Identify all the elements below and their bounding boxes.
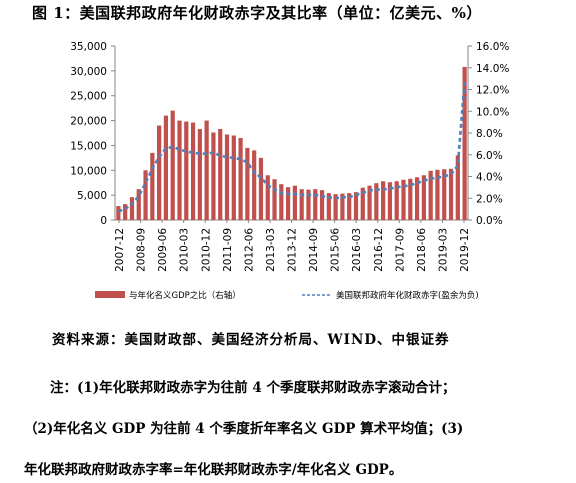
bar xyxy=(455,155,460,220)
bar xyxy=(170,110,175,220)
chart: 0 5,000 10,000 15,000 20,000 25,000 30,000 35,0… xyxy=(70,41,509,301)
x-tick-label: 2019-12 xyxy=(459,228,471,272)
legend-line-label: 美国联邦政府年化财政赤字(盈余为负) xyxy=(336,290,479,301)
bar xyxy=(340,193,345,220)
x-tick-label: 2016-03 xyxy=(351,228,363,272)
bar xyxy=(116,206,121,220)
x-tick-label: 2017-09 xyxy=(394,228,406,272)
bar xyxy=(326,193,331,220)
bar xyxy=(387,182,393,220)
bar xyxy=(184,121,189,220)
bar xyxy=(258,157,264,220)
right-tick-label: 10.0% xyxy=(476,106,509,118)
bar xyxy=(265,175,270,220)
bar xyxy=(306,189,311,220)
bar xyxy=(123,204,128,220)
note-line-2: （2)年化名义 GDP 为往前 4 个季度折年率名义 GDP 算术平均值；(3) xyxy=(24,421,464,437)
bar xyxy=(360,187,365,220)
bar xyxy=(435,169,440,220)
x-tick-label: 2013-03 xyxy=(265,228,277,272)
left-tick-label: 5,000 xyxy=(77,190,107,202)
bar xyxy=(231,135,236,220)
bar xyxy=(129,197,135,220)
bar xyxy=(157,125,162,220)
bar xyxy=(286,187,291,220)
bar xyxy=(197,129,202,220)
bar xyxy=(408,178,413,220)
bar xyxy=(299,189,304,220)
chart-title: 图 1：美国联邦政府年化财政赤字及其比率（单位：亿美元、%） xyxy=(32,4,482,22)
bar xyxy=(204,120,209,220)
right-tick-label: 14.0% xyxy=(476,63,509,75)
bar xyxy=(333,194,338,220)
bar xyxy=(367,185,372,220)
bar xyxy=(347,193,352,220)
x-tick-label: 2010-12 xyxy=(200,228,212,272)
bar xyxy=(150,152,155,220)
ratio-line xyxy=(117,80,466,213)
x-tick-label: 2012-06 xyxy=(243,228,255,272)
x-tick-label: 2013-12 xyxy=(287,228,299,272)
bar xyxy=(313,189,318,220)
bar xyxy=(448,168,454,220)
x-tick-label: 2019-03 xyxy=(437,228,449,272)
right-tick-label: 4.0% xyxy=(476,172,503,184)
x-tick-label: 2010-03 xyxy=(179,228,191,272)
note-line-1: 注：(1)年化联邦财政赤字为往前 4 个季度联邦财政赤字滚动合计； xyxy=(50,380,456,396)
bar xyxy=(252,150,257,220)
bar xyxy=(211,132,216,220)
bar xyxy=(414,177,420,220)
legend-bar-swatch xyxy=(95,291,125,298)
bar xyxy=(272,179,277,220)
left-tick-label: 25,000 xyxy=(70,91,107,103)
bar xyxy=(462,66,467,220)
bar xyxy=(218,129,223,220)
left-tick-label: 30,000 xyxy=(70,66,107,78)
right-tick-label: 2.0% xyxy=(476,193,503,205)
x-tick-label: 2014-09 xyxy=(308,228,320,272)
left-tick-label: 20,000 xyxy=(70,116,107,128)
bar xyxy=(374,183,379,220)
legend-bar-label: 与年化名义GDP之比（右轴） xyxy=(129,290,241,301)
bar xyxy=(190,122,196,220)
left-tick-label: 15,000 xyxy=(70,140,107,152)
bar xyxy=(381,181,386,220)
bar xyxy=(143,170,148,220)
right-tick-label: 0.0% xyxy=(476,215,503,227)
x-tick-label: 2008-09 xyxy=(136,228,148,272)
bar xyxy=(353,192,359,220)
bar xyxy=(238,137,243,220)
bar xyxy=(163,115,169,220)
bar xyxy=(224,134,230,220)
bar xyxy=(136,189,141,220)
x-tick-label: 2018-06 xyxy=(416,228,428,272)
bar xyxy=(245,147,250,220)
left-tick-label: 10,000 xyxy=(70,165,107,177)
bar xyxy=(442,169,447,220)
source-note: 资料来源：美国财政部、美国经济分析局、WIND、中银证券 xyxy=(52,332,450,348)
bar xyxy=(279,184,284,220)
right-tick-label: 12.0% xyxy=(476,85,509,97)
note-line-3: 年化联邦政府财政赤字率=年化联邦财政赤字/年化名义 GDP。 xyxy=(24,462,403,478)
bar xyxy=(292,185,297,220)
right-tick-label: 8.0% xyxy=(476,128,503,140)
x-tick-label: 2016-12 xyxy=(373,228,385,272)
bar xyxy=(401,179,406,220)
x-tick-label: 2015-06 xyxy=(330,228,342,272)
bar xyxy=(177,120,182,220)
bar xyxy=(421,175,426,220)
left-tick-label: 35,000 xyxy=(70,41,107,53)
right-tick-label: 16.0% xyxy=(476,41,509,53)
x-tick-label: 2011-09 xyxy=(222,228,234,272)
bar xyxy=(394,181,399,220)
x-tick-label: 2007-12 xyxy=(114,228,126,272)
x-tick-label: 2009-06 xyxy=(157,228,169,272)
left-tick-label: 0 xyxy=(100,215,107,227)
right-tick-label: 6.0% xyxy=(476,150,503,162)
bar xyxy=(319,190,325,220)
bar xyxy=(428,170,433,220)
